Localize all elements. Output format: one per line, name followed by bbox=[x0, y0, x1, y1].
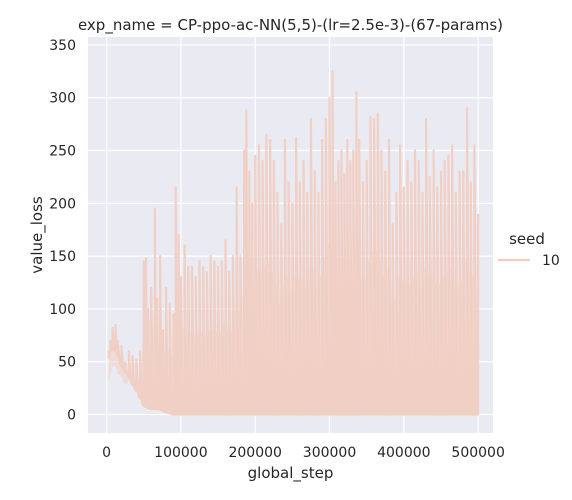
plot-layer bbox=[88, 37, 493, 433]
x-tick-label: 400000 bbox=[377, 445, 430, 461]
x-tick-label: 300000 bbox=[303, 445, 356, 461]
legend-entry-label: 10 bbox=[542, 253, 560, 269]
y-axis-label: value_loss bbox=[28, 196, 47, 274]
x-tick-label: 100000 bbox=[154, 445, 207, 461]
legend-title: seed bbox=[509, 230, 545, 248]
y-tick-label: 100 bbox=[49, 302, 76, 318]
x-tick-label: 500000 bbox=[451, 445, 504, 461]
series-layer bbox=[107, 70, 480, 416]
y-tick-label: 0 bbox=[67, 408, 76, 424]
x-tick-label: 200000 bbox=[228, 445, 281, 461]
y-tick-label: 50 bbox=[58, 355, 76, 371]
x-tick-labels: 0 100000 200000 300000 400000 500000 bbox=[102, 445, 505, 461]
y-tick-label: 350 bbox=[49, 38, 76, 54]
legend: seed 10 bbox=[498, 230, 560, 269]
y-tick-label: 300 bbox=[49, 91, 76, 107]
legend-entries: 10 bbox=[498, 253, 560, 269]
y-tick-label: 150 bbox=[49, 249, 76, 265]
x-tick-label: 0 bbox=[102, 445, 111, 461]
y-tick-label: 200 bbox=[49, 196, 76, 212]
series-band bbox=[108, 225, 479, 415]
x-axis-label: global_step bbox=[248, 464, 334, 483]
chart-title: exp_name = CP-ppo-ac-NN(5,5)-(lr=2.5e-3)… bbox=[78, 16, 503, 35]
y-tick-labels: 0 50 100 150 200 250 300 350 bbox=[49, 38, 76, 424]
y-tick-label: 250 bbox=[49, 144, 76, 160]
